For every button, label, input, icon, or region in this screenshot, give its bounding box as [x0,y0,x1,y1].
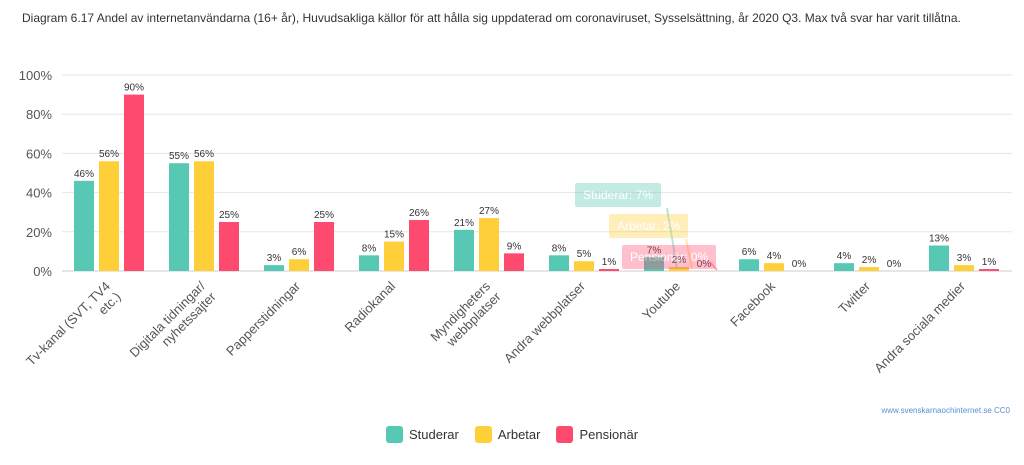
data-label: 2% [672,255,687,266]
bar[interactable] [219,222,239,271]
bar[interactable] [599,269,619,271]
tooltip-connectors [666,207,718,271]
data-label: 56% [194,149,214,160]
legend-item[interactable]: Pensionär [556,426,638,443]
value-labels: 46% 56% 90% 55% 56% 25% 3% 6% 25% 8% 15% 26% 21% 27% 9… [74,83,996,270]
data-label: 1% [982,257,997,268]
bar[interactable] [169,163,189,271]
bar[interactable] [979,269,999,271]
bar[interactable] [124,94,144,271]
bar[interactable] [954,265,974,271]
data-label: 25% [314,210,334,221]
bar[interactable] [574,261,594,271]
data-label: 4% [837,251,852,262]
data-label: 6% [742,247,757,258]
legend-swatch [474,426,492,443]
data-label: 6% [292,247,307,258]
legend-item[interactable]: Studerar [385,426,459,443]
x-tick-label: Twitter [835,278,873,316]
data-label: 0% [792,259,807,270]
chart-title: Diagram 6.17 Andel av internetanvändarna… [22,11,961,25]
credit-link[interactable]: www.svenskarnaochinternet.se CC0 [881,406,1010,415]
data-label: 26% [409,208,429,219]
legend-item[interactable]: Arbetar [474,426,541,443]
y-tick-label: 20% [26,225,52,240]
data-label: 46% [74,169,94,180]
bar[interactable] [859,267,879,271]
data-label: 0% [697,259,712,270]
tooltip: Arbetar: 2% [609,214,689,238]
x-tick-label: Tv-kanal (SVT, TV4etc.) [23,279,124,380]
data-label: 2% [862,255,877,266]
x-tick-label: Facebook [727,278,778,329]
y-tick-label: 0% [33,264,52,279]
data-label: 1% [602,257,617,268]
legend-swatch [556,426,574,443]
bar[interactable] [314,222,334,271]
y-tick-label: 40% [26,186,52,201]
bar[interactable] [264,265,284,271]
bar[interactable] [99,161,119,271]
x-tick-label: Papperstidningar [223,278,304,359]
data-label: 4% [767,251,782,262]
y-tick-label: 80% [26,107,52,122]
legend: Studerar Arbetar Pensionär [0,426,1024,446]
bar[interactable] [359,255,379,271]
bar[interactable] [409,220,429,271]
bar[interactable] [834,263,854,271]
x-axis-labels: Tv-kanal (SVT, TV4etc.) Digitala tidninga… [23,278,969,380]
bar[interactable] [74,180,94,271]
data-label: 5% [577,249,592,260]
data-label: 8% [552,243,567,254]
legend-swatch [385,426,403,443]
tooltip-connector [709,261,718,271]
data-label: 7% [647,245,662,256]
bar[interactable] [384,241,404,271]
data-label: 56% [99,149,119,160]
x-tick-label: Radiokanal [342,278,399,335]
bar[interactable] [739,259,759,271]
tooltip: Pensionär: 0% [622,245,717,269]
y-tick-label: 100% [19,68,53,83]
legend-label: Studerar [408,427,459,442]
bar[interactable] [479,218,499,271]
bar[interactable] [549,255,569,271]
data-label: 25% [219,210,239,221]
x-tick-label: Andra sociala medier [871,278,968,375]
tooltip: Studerar: 7% [575,183,662,207]
data-label: 3% [957,253,972,264]
bar[interactable] [669,267,689,271]
tooltip-connector [666,207,678,269]
data-label: 15% [384,230,404,241]
data-label: 27% [479,206,499,217]
x-tick-label: Myndigheterswebbplatser [427,278,504,355]
y-tick-label: 60% [26,146,52,161]
data-label: 3% [267,253,282,264]
legend-label: Arbetar [497,427,541,442]
data-label: 0% [887,259,902,270]
x-tick-label: Andra webbplatser [501,278,589,366]
bars [74,94,999,272]
x-tick-label: Youtube [639,279,683,323]
tooltip-connector [685,238,693,269]
bar[interactable] [764,263,784,271]
bar[interactable] [454,229,474,271]
x-tick-label: Digitala tidningar/nyhetssajter [126,278,219,371]
bar[interactable] [194,161,214,271]
data-label: 90% [124,83,144,94]
data-label: 55% [169,151,189,162]
bar[interactable] [644,257,664,271]
bar[interactable] [929,245,949,271]
bar[interactable] [289,259,309,271]
data-label: 13% [929,234,949,245]
legend-label: Pensionär [579,427,639,442]
bar[interactable] [504,253,524,271]
data-label: 9% [507,241,522,252]
data-label: 21% [454,218,474,229]
data-label: 8% [362,243,377,254]
